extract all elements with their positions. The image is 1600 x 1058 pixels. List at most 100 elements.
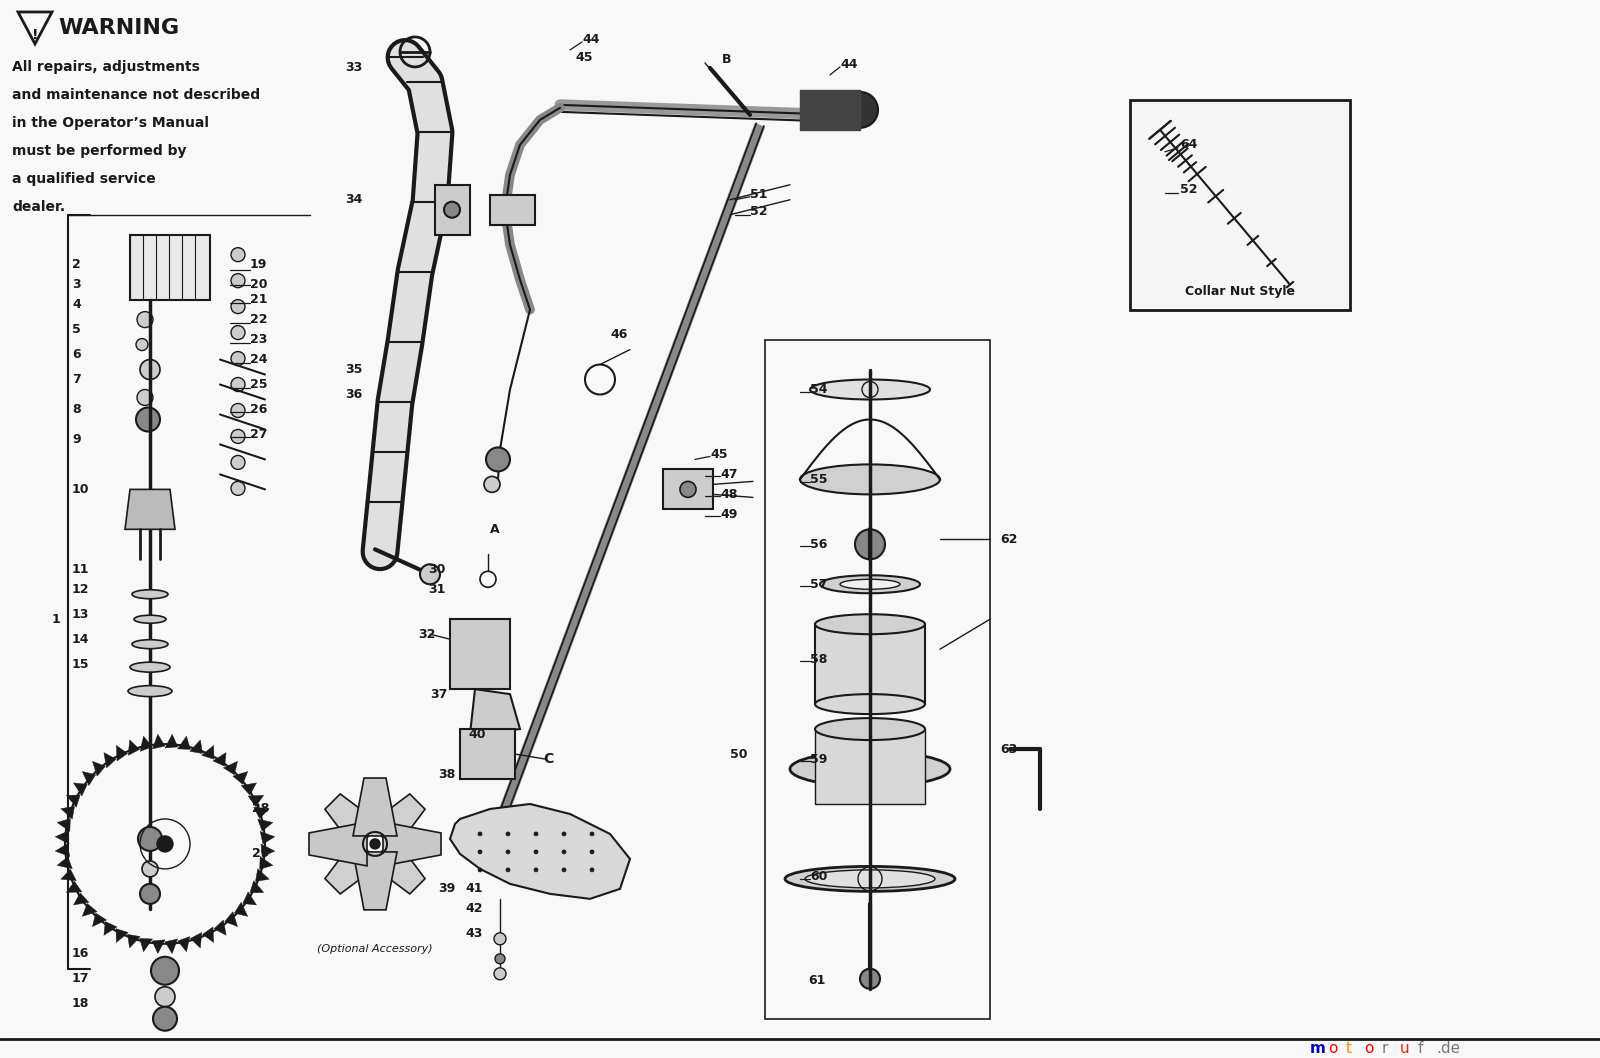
Text: 60: 60 bbox=[810, 871, 827, 883]
Text: 18: 18 bbox=[72, 998, 90, 1010]
Polygon shape bbox=[74, 783, 88, 796]
Polygon shape bbox=[261, 844, 275, 857]
Polygon shape bbox=[250, 880, 264, 893]
Polygon shape bbox=[190, 932, 202, 948]
Text: 3: 3 bbox=[72, 278, 80, 291]
Polygon shape bbox=[61, 870, 77, 880]
Circle shape bbox=[155, 987, 174, 1007]
Ellipse shape bbox=[810, 380, 930, 400]
Polygon shape bbox=[152, 940, 165, 953]
Circle shape bbox=[478, 832, 482, 836]
Text: 31: 31 bbox=[429, 583, 445, 596]
Text: 40: 40 bbox=[467, 728, 485, 741]
Ellipse shape bbox=[840, 580, 899, 589]
Text: and maintenance not described: and maintenance not described bbox=[13, 88, 261, 102]
Polygon shape bbox=[309, 822, 366, 865]
Circle shape bbox=[590, 868, 594, 872]
Circle shape bbox=[478, 850, 482, 854]
Text: 1: 1 bbox=[51, 613, 61, 625]
Bar bbox=[814, 729, 925, 804]
Text: 12: 12 bbox=[72, 583, 90, 596]
Polygon shape bbox=[325, 838, 381, 894]
Text: 15: 15 bbox=[72, 658, 90, 671]
Polygon shape bbox=[117, 746, 128, 761]
Circle shape bbox=[230, 299, 245, 313]
Bar bbox=[765, 340, 990, 1019]
Polygon shape bbox=[243, 892, 256, 905]
Polygon shape bbox=[242, 783, 256, 795]
Polygon shape bbox=[56, 832, 69, 844]
Ellipse shape bbox=[814, 615, 925, 634]
Text: 42: 42 bbox=[466, 902, 483, 915]
Polygon shape bbox=[224, 762, 237, 774]
Circle shape bbox=[141, 360, 160, 380]
Text: 8: 8 bbox=[72, 403, 80, 416]
Text: 33: 33 bbox=[346, 61, 362, 74]
Text: must be performed by: must be performed by bbox=[13, 144, 187, 158]
Polygon shape bbox=[354, 778, 397, 836]
Text: 45: 45 bbox=[574, 52, 592, 65]
Circle shape bbox=[230, 351, 245, 365]
Polygon shape bbox=[74, 893, 90, 905]
Text: 59: 59 bbox=[810, 752, 827, 766]
Text: 9: 9 bbox=[72, 433, 80, 445]
Ellipse shape bbox=[800, 464, 941, 494]
Circle shape bbox=[494, 933, 506, 945]
Ellipse shape bbox=[790, 751, 950, 786]
Circle shape bbox=[445, 202, 461, 218]
Circle shape bbox=[136, 339, 147, 350]
Text: a qualified service: a qualified service bbox=[13, 171, 155, 186]
Circle shape bbox=[230, 248, 245, 261]
Circle shape bbox=[590, 850, 594, 854]
Text: 22: 22 bbox=[250, 313, 267, 326]
Polygon shape bbox=[261, 832, 275, 844]
Circle shape bbox=[534, 850, 538, 854]
Circle shape bbox=[506, 868, 510, 872]
Polygon shape bbox=[128, 740, 139, 755]
Text: A: A bbox=[490, 523, 499, 535]
Text: u: u bbox=[1400, 1041, 1410, 1056]
Polygon shape bbox=[258, 819, 274, 832]
Text: 16: 16 bbox=[72, 947, 90, 961]
Text: r: r bbox=[1382, 1041, 1389, 1056]
Polygon shape bbox=[234, 902, 248, 916]
Text: 48: 48 bbox=[720, 488, 738, 500]
Text: 17: 17 bbox=[72, 972, 90, 985]
Ellipse shape bbox=[786, 867, 955, 892]
Polygon shape bbox=[165, 940, 178, 953]
Polygon shape bbox=[370, 838, 426, 894]
Polygon shape bbox=[203, 927, 214, 943]
Text: 25: 25 bbox=[250, 378, 267, 391]
Polygon shape bbox=[354, 852, 397, 910]
Circle shape bbox=[562, 868, 566, 872]
Text: Collar Nut Style: Collar Nut Style bbox=[1186, 285, 1294, 298]
Text: 26: 26 bbox=[250, 403, 267, 416]
Polygon shape bbox=[248, 796, 264, 806]
Circle shape bbox=[494, 968, 506, 980]
Text: o: o bbox=[1328, 1041, 1338, 1056]
Text: 34: 34 bbox=[346, 194, 362, 206]
Circle shape bbox=[230, 430, 245, 443]
Circle shape bbox=[494, 954, 506, 964]
Text: C: C bbox=[542, 752, 554, 766]
Bar bbox=[1130, 99, 1350, 310]
Text: 36: 36 bbox=[346, 388, 362, 401]
Text: 32: 32 bbox=[418, 627, 435, 641]
Ellipse shape bbox=[814, 694, 925, 714]
Ellipse shape bbox=[131, 589, 168, 599]
Text: 30: 30 bbox=[429, 563, 445, 576]
Polygon shape bbox=[190, 740, 203, 753]
Circle shape bbox=[861, 969, 880, 989]
Text: 27: 27 bbox=[250, 427, 267, 441]
Polygon shape bbox=[61, 806, 75, 819]
Text: B: B bbox=[722, 53, 731, 67]
Polygon shape bbox=[66, 795, 80, 807]
Polygon shape bbox=[141, 736, 152, 751]
Polygon shape bbox=[139, 938, 152, 952]
Text: 41: 41 bbox=[466, 882, 483, 895]
Text: f: f bbox=[1418, 1041, 1424, 1056]
Polygon shape bbox=[214, 920, 226, 935]
Polygon shape bbox=[125, 490, 174, 529]
Ellipse shape bbox=[128, 686, 173, 696]
Polygon shape bbox=[178, 736, 190, 749]
